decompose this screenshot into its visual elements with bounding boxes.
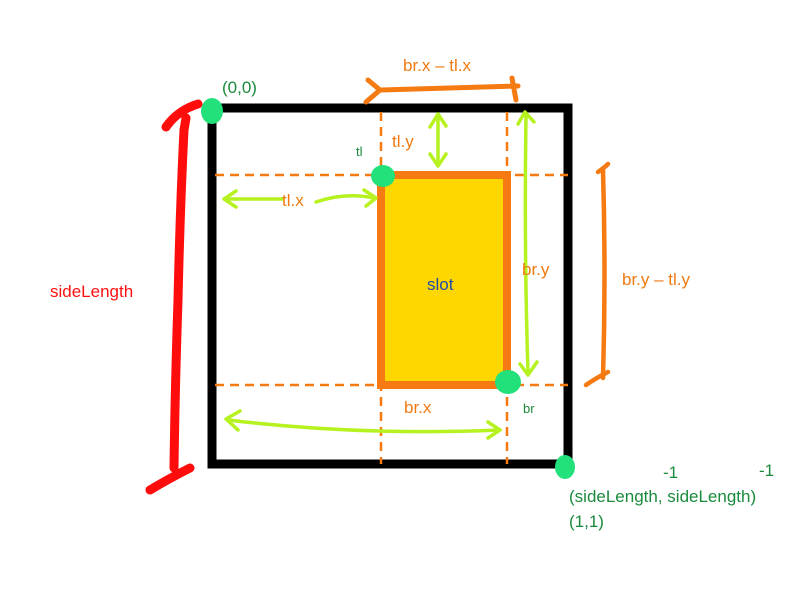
lime-arrows xyxy=(222,110,539,440)
br-x-label: br.x xyxy=(404,398,432,417)
far-corner-normalized-label: (1,1) xyxy=(569,512,604,531)
height-diff-bracket xyxy=(583,161,611,388)
br-y-arrow xyxy=(516,110,539,377)
top-width-label: br.x – tl.x xyxy=(403,56,472,75)
far-corner-dot xyxy=(555,455,575,479)
minus-one-label-a: -1 xyxy=(663,463,678,482)
side-length-label: sideLength xyxy=(50,282,133,301)
tl-x-label: tl.x xyxy=(282,191,304,210)
minus-one-label-b: -1 xyxy=(759,461,774,480)
tl-dot xyxy=(371,165,395,187)
origin-dot xyxy=(201,98,223,124)
tl-y-arrow xyxy=(428,112,448,168)
top-width-arrow xyxy=(363,75,521,105)
corner-dots xyxy=(201,98,575,479)
br-y-label: br.y xyxy=(522,260,550,279)
tl-x-arrow xyxy=(222,188,378,209)
tl-marker-label: tl xyxy=(356,144,363,159)
side-length-bracket xyxy=(145,99,203,495)
origin-label: (0,0) xyxy=(222,78,257,97)
outer-square xyxy=(207,103,573,469)
br-dot xyxy=(495,370,521,394)
height-diff-label: br.y – tl.y xyxy=(622,270,691,289)
tl-y-label: tl.y xyxy=(392,132,414,151)
br-x-arrow xyxy=(224,409,502,440)
slot-rectangle xyxy=(377,171,511,389)
dashed-guides xyxy=(215,112,568,464)
br-marker-label: br xyxy=(523,401,535,416)
slot-label: slot xyxy=(427,275,454,294)
far-corner-label: (sideLength, sideLength) xyxy=(569,487,756,506)
